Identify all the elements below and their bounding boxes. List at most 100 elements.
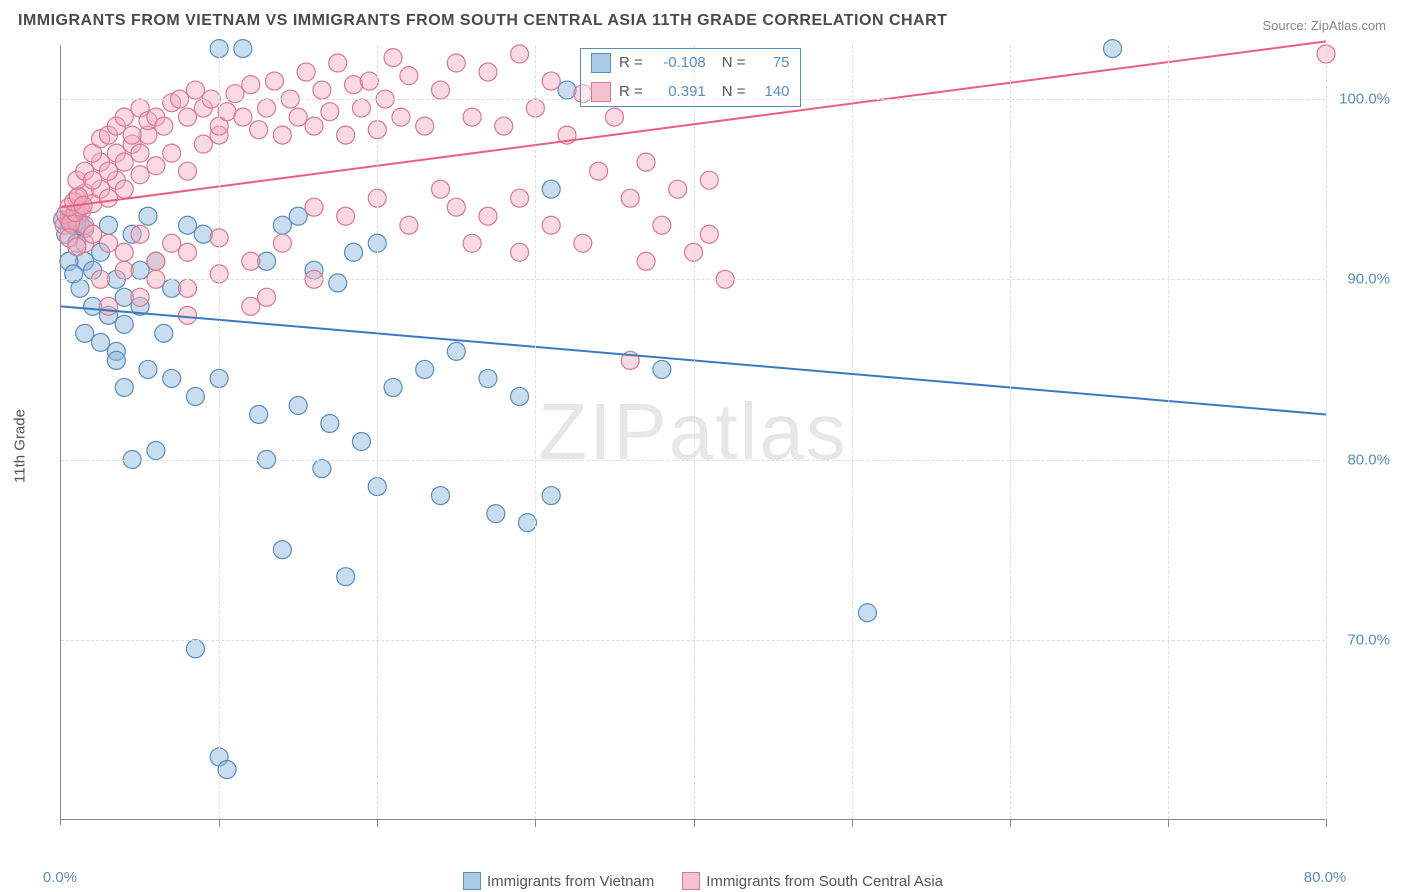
data-point [99,234,117,252]
gridline-v [694,45,695,819]
data-point [115,243,133,261]
data-point [139,360,157,378]
data-point [68,238,86,256]
data-point [71,279,89,297]
x-tick-label: 80.0% [1304,869,1347,886]
gridline-v [1010,45,1011,819]
legend-label-0: Immigrants from Vietnam [487,873,654,890]
x-tick-label: 0.0% [43,869,77,886]
y-axis-title: 11th Grade [12,409,29,483]
legend-swatch-1 [682,872,700,890]
data-point [131,144,149,162]
data-point [131,166,149,184]
data-point [416,117,434,135]
data-point [242,76,260,94]
stats-swatch-1 [591,82,611,102]
data-point [542,487,560,505]
chart-title: IMMIGRANTS FROM VIETNAM VS IMMIGRANTS FR… [18,12,947,30]
data-point [352,433,370,451]
data-point [305,198,323,216]
x-tick [694,819,695,827]
y-tick-label: 90.0% [1343,271,1394,288]
y-tick-label: 80.0% [1343,451,1394,468]
data-point [250,405,268,423]
data-point [147,442,165,460]
data-point [384,378,402,396]
data-point [179,108,197,126]
data-point [265,72,283,90]
data-point [305,117,323,135]
gridline-v [377,45,378,819]
data-point [337,207,355,225]
data-point [653,360,671,378]
legend-item-1: Immigrants from South Central Asia [682,872,943,890]
data-point [163,144,181,162]
r-value-0: -0.108 [651,52,706,75]
data-point [392,108,410,126]
correlation-stats-box: R = -0.108 N = 75 R = 0.391 N = 140 [580,48,801,107]
data-point [297,63,315,81]
data-point [605,108,623,126]
x-tick [1168,819,1169,827]
data-point [447,342,465,360]
data-point [99,297,117,315]
data-point [273,234,291,252]
data-point [155,324,173,342]
data-point [495,117,513,135]
r-label-1: R = [619,81,643,104]
n-value-1: 140 [754,81,790,104]
gridline-v [1168,45,1169,819]
gridline-v [535,45,536,819]
data-point [700,225,718,243]
data-point [194,225,212,243]
data-point [542,180,560,198]
data-point [84,225,102,243]
gridline-v [219,45,220,819]
data-point [273,126,291,144]
data-point [337,568,355,586]
n-value-0: 75 [754,52,790,75]
data-point [289,108,307,126]
data-point [139,207,157,225]
data-point [637,252,655,270]
stats-row-series-0: R = -0.108 N = 75 [581,49,800,78]
x-tick [852,819,853,827]
r-value-1: 0.391 [651,81,706,104]
data-point [250,121,268,139]
data-point [99,216,117,234]
data-point [115,315,133,333]
legend-label-1: Immigrants from South Central Asia [706,873,943,890]
data-point [179,279,197,297]
data-point [479,63,497,81]
data-point [511,189,529,207]
data-point [511,243,529,261]
data-point [400,216,418,234]
y-tick-label: 70.0% [1343,631,1394,648]
data-point [432,81,450,99]
data-point [621,189,639,207]
data-point [234,40,252,58]
n-label-0: N = [722,52,746,75]
data-point [653,216,671,234]
data-point [258,288,276,306]
x-tick [535,819,536,827]
legend: Immigrants from Vietnam Immigrants from … [463,872,943,890]
data-point [115,108,133,126]
data-point [273,541,291,559]
data-point [99,189,117,207]
data-point [115,153,133,171]
data-point [76,324,94,342]
data-point [1104,40,1122,58]
data-point [447,54,465,72]
chart-container: IMMIGRANTS FROM VIETNAM VS IMMIGRANTS FR… [0,0,1406,892]
data-point [416,360,434,378]
source-attribution: Source: ZipAtlas.com [1262,18,1386,33]
data-point [289,396,307,414]
legend-item-0: Immigrants from Vietnam [463,872,654,890]
data-point [131,288,149,306]
data-point [258,99,276,117]
x-tick [1326,819,1327,827]
data-point [400,67,418,85]
data-point [463,108,481,126]
data-point [147,157,165,175]
